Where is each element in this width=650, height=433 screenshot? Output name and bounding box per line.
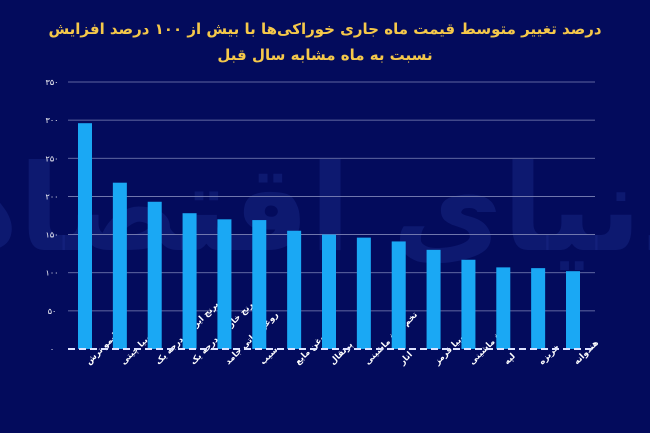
- bar: [461, 259, 476, 349]
- y-tick-label: ۳۰۰: [46, 116, 59, 125]
- bar: [147, 201, 162, 349]
- bar: [426, 249, 441, 349]
- bar: [112, 182, 127, 349]
- bar: [217, 219, 232, 349]
- y-tick-label: ۱۵۰: [46, 231, 59, 240]
- bar: [566, 271, 580, 349]
- bar: [322, 234, 336, 349]
- chart-title: درصد تغییر متوسط قیمت ماه جاری خوراکی‌ها…: [48, 20, 602, 38]
- y-tick-label: ۱۰۰: [46, 269, 59, 278]
- bar: [391, 241, 406, 349]
- bar: [252, 220, 267, 349]
- bar: [356, 237, 371, 349]
- y-tick-label: ۲۰۰: [46, 192, 59, 201]
- y-tick-label: ۰: [50, 345, 54, 354]
- x-tick-label: انار: [397, 350, 415, 368]
- bar: [496, 267, 511, 349]
- x-tick-label: لپه: [502, 352, 517, 367]
- bar: [531, 268, 546, 349]
- bar: [182, 213, 197, 349]
- y-tick-label: ۲۵۰: [46, 154, 59, 163]
- y-tick-label: ۳۵۰: [46, 78, 59, 87]
- bar: [287, 230, 302, 349]
- chart-subtitle: نسبت به ماه مشابه سال قبل: [217, 46, 433, 64]
- bar: [78, 123, 92, 350]
- y-tick-label: ۵۰: [48, 307, 57, 316]
